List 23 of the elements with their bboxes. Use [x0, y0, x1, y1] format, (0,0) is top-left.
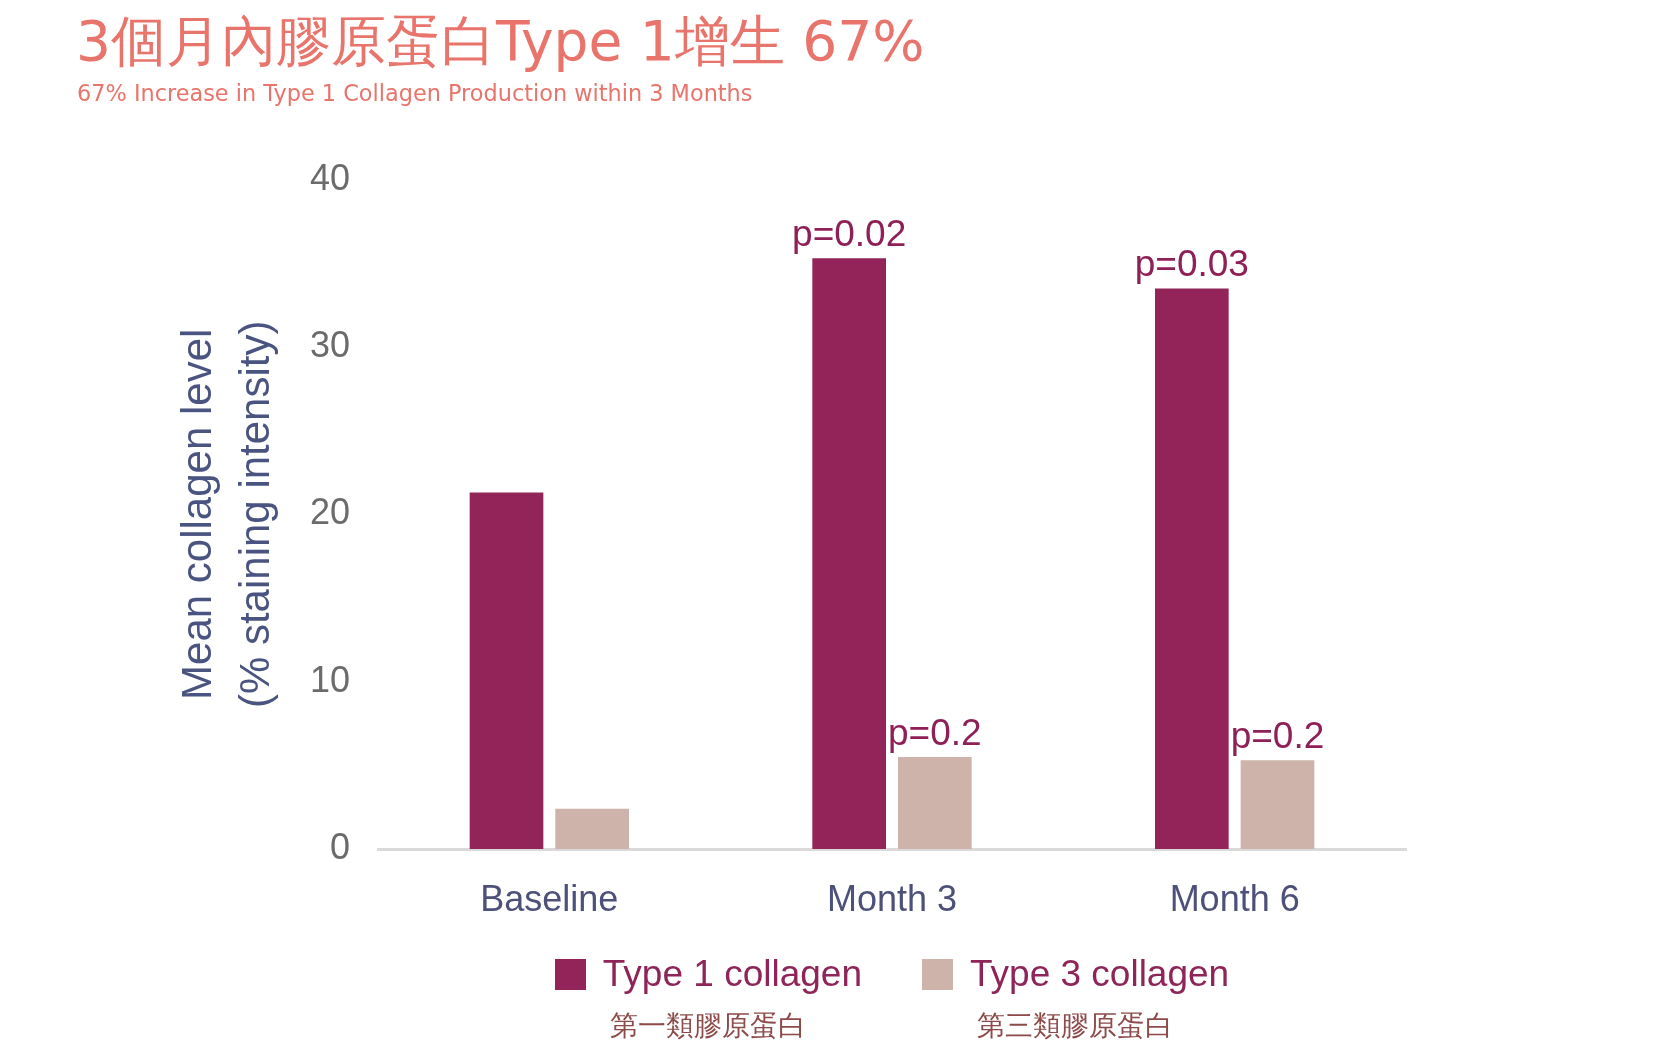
bar: [1240, 760, 1315, 849]
bar: [555, 808, 629, 849]
y-tick-label: 10: [309, 658, 350, 700]
annotation: p=0.03: [1134, 243, 1249, 285]
annotation: p=0.2: [1230, 715, 1325, 757]
y-tick-label: 40: [309, 156, 350, 198]
chart-subtitle: 67% Increase in Type 1 Collagen Production within 3 Months: [77, 80, 753, 107]
annotation: p=0.02: [792, 213, 907, 255]
legend-label: Type 1 collagen 第一類膠原蛋白: [602, 952, 862, 1043]
bar: [898, 756, 972, 849]
x-tick-label: Month 3: [826, 877, 958, 919]
y-tick-label: 20: [309, 491, 350, 533]
y-tick-label: 0: [329, 825, 350, 867]
chart-title: 3個月內膠原蛋白Type 1增生 67%: [76, 9, 925, 74]
x-tick-label: Baseline: [480, 877, 619, 919]
bar: [1155, 288, 1229, 849]
annotation: p=0.2: [888, 711, 982, 753]
legend-label: Type 3 collagen 第三類膠原蛋白: [970, 952, 1230, 1043]
y-tick-label: 30: [309, 323, 350, 365]
bar: [812, 258, 886, 849]
bar: [469, 492, 544, 849]
y-axis-title: Mean collagen level (% staining intensity): [172, 320, 278, 709]
x-tick-label: Month 6: [1169, 877, 1300, 919]
